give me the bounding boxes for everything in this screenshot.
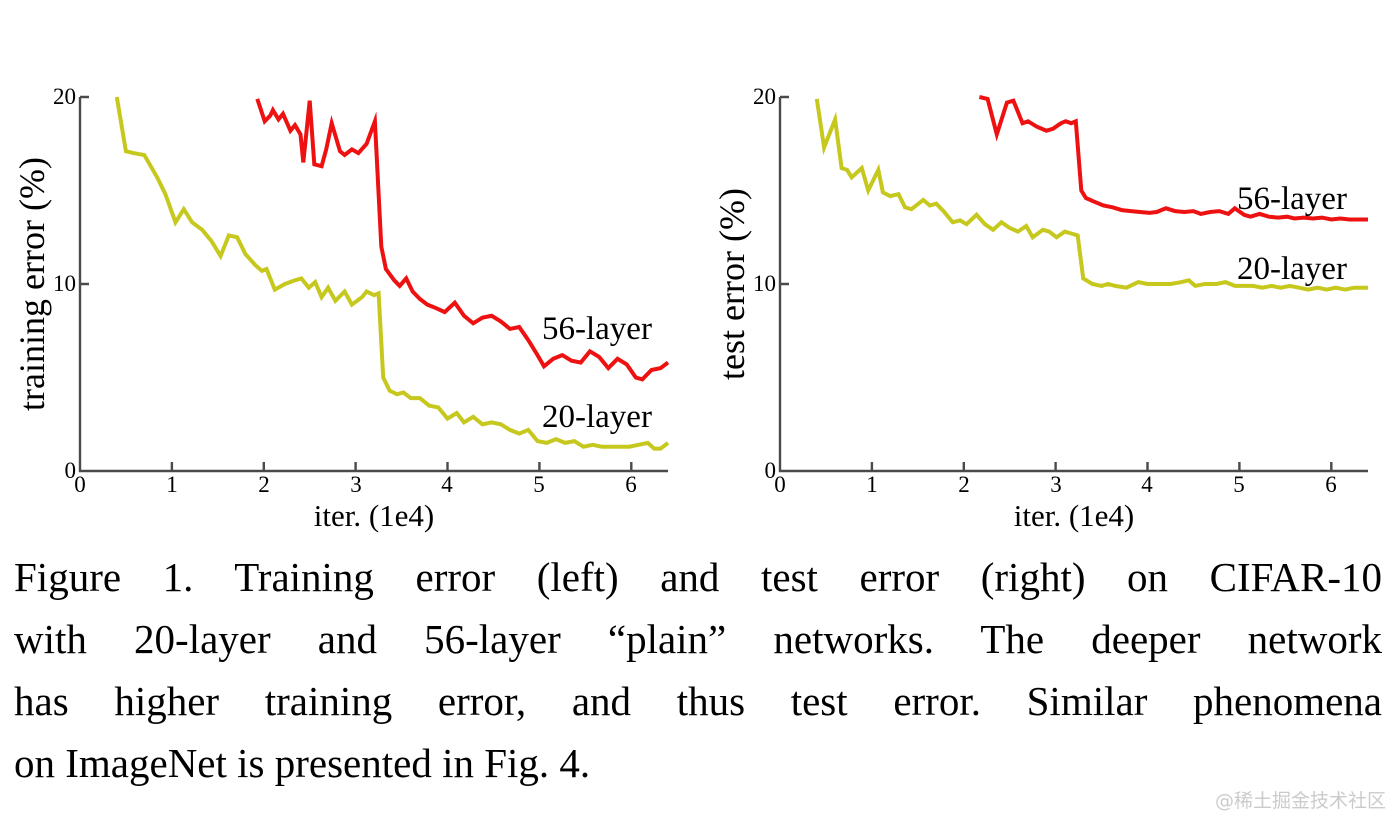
x-tick-label-6: 6	[625, 472, 637, 497]
y-tick-label-20: 20	[53, 84, 76, 109]
x-axis-label-iter: iter. (1e4)	[1013, 498, 1135, 533]
x-tick-label-3: 3	[350, 472, 362, 497]
training-error-chart: training error (%) 20 10 0 0 1 2 3 4 5 6…	[0, 80, 698, 550]
x-tick-label-1: 1	[866, 472, 878, 497]
x-tick-label-4: 4	[441, 472, 453, 497]
test-error-plot	[778, 95, 1368, 473]
x-tick-label-1: 1	[166, 472, 178, 497]
x-tick-label-3: 3	[1050, 472, 1062, 497]
caption-line: with 20-layer and 56-layer “plain” netwo…	[14, 616, 1382, 662]
axes	[778, 95, 1368, 473]
series-line-20-layer	[814, 98, 1368, 292]
watermark: @稀土掘金技术社区	[1214, 790, 1386, 812]
series-label-56-layer: 56-layer	[1237, 181, 1347, 217]
series-label-20-layer: 20-layer	[1237, 251, 1347, 287]
x-tick-label-5: 5	[533, 472, 545, 497]
x-tick-label-5: 5	[1233, 472, 1245, 497]
x-tick-label-0: 0	[74, 472, 86, 497]
x-tick-label-2: 2	[958, 472, 970, 497]
series-label-20-layer: 20-layer	[542, 399, 652, 435]
figure-caption: Figure 1. Training error (left) and test…	[14, 546, 1382, 794]
x-tick-label-6: 6	[1325, 472, 1337, 497]
x-tick-label-2: 2	[258, 472, 270, 497]
series-line-20-layer	[114, 96, 670, 451]
caption-line: on ImageNet is presented in Fig. 4.	[14, 740, 591, 786]
x-axis-label-iter: iter. (1e4)	[313, 498, 435, 533]
x-tick-label-0: 0	[774, 472, 786, 497]
y-tick-label-0: 0	[764, 458, 777, 483]
y-tick-label-0: 0	[64, 458, 77, 483]
y-tick-label-10: 10	[53, 271, 76, 296]
y-tick-label-10: 10	[753, 271, 776, 296]
caption-line: has higher training error, and thus test…	[14, 678, 1382, 724]
series-label-56-layer: 56-layer	[542, 311, 652, 347]
series-line-56-layer	[255, 98, 670, 382]
x-tick-label-4: 4	[1141, 472, 1153, 497]
test-error-chart: test error (%) 20 10 0 0 1 2 3 4 5 6 ite…	[700, 80, 1396, 550]
series-line-56-layer	[978, 95, 1368, 222]
y-tick-label-20: 20	[753, 84, 776, 109]
axes	[78, 95, 668, 473]
caption-line: Figure 1. Training error (left) and test…	[14, 554, 1382, 600]
training-error-plot	[78, 95, 670, 473]
